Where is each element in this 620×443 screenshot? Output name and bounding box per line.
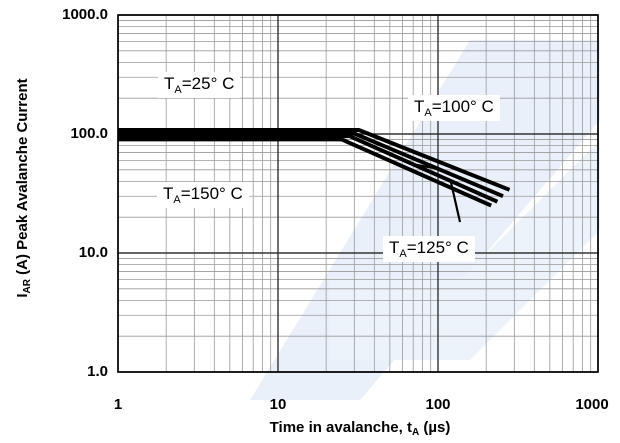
series-layer (118, 128, 511, 223)
annotation-ta-25: TA=25° C (158, 72, 241, 98)
x-axis-label-sub: A (411, 427, 420, 438)
series-line-2 (118, 134, 499, 204)
watermark-logo (250, 40, 600, 400)
annotation-ta-125: TA=125° C (383, 236, 475, 262)
series-line-0 (118, 128, 511, 192)
x-tick-label: 10 (269, 396, 287, 413)
series-line-1 (118, 131, 504, 199)
annotation-leader (449, 180, 462, 223)
watermark-shape (330, 140, 600, 360)
y-axis-label-main: I (14, 293, 31, 298)
y-tick-label: 1.0 (87, 363, 108, 380)
annotation-ta-150: TA=150° C (157, 182, 249, 208)
x-tick-label: 1000 (575, 396, 609, 413)
y-axis-label-rest: (A) Peak Avalanche Current (14, 78, 31, 279)
annotation-ta-100: TA=100° C (408, 95, 500, 121)
x-tick-label: 100 (425, 396, 451, 413)
y-tick-label: 1000.0 (62, 6, 108, 23)
y-tick-label: 10.0 (78, 244, 108, 261)
y-tick-label: 100.0 (70, 125, 108, 142)
x-axis-label-unit: (µs) (419, 419, 451, 436)
annotation-leader (416, 163, 439, 170)
y-axis-label-sub: AR (22, 279, 33, 294)
plot-frame (117, 14, 599, 373)
series-line-3 (118, 137, 493, 208)
x-tick-label: 1 (113, 396, 123, 413)
x-axis-label: Time in avalanche, tA (µs) (150, 419, 570, 438)
x-axis-label-main: Time in avalanche, t (269, 419, 412, 436)
grid-minor (118, 15, 598, 372)
